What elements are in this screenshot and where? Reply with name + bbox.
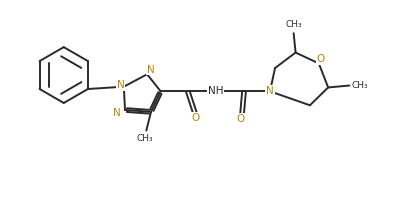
Text: O: O bbox=[236, 114, 244, 124]
Text: NH: NH bbox=[208, 86, 224, 96]
Text: O: O bbox=[317, 54, 325, 64]
Text: N: N bbox=[147, 65, 155, 75]
Text: N: N bbox=[266, 86, 274, 96]
Text: N: N bbox=[117, 80, 124, 90]
Text: N: N bbox=[113, 108, 121, 118]
Text: CH₃: CH₃ bbox=[285, 20, 302, 29]
Text: CH₃: CH₃ bbox=[136, 133, 153, 143]
Text: CH₃: CH₃ bbox=[352, 81, 368, 90]
Text: O: O bbox=[192, 113, 200, 123]
